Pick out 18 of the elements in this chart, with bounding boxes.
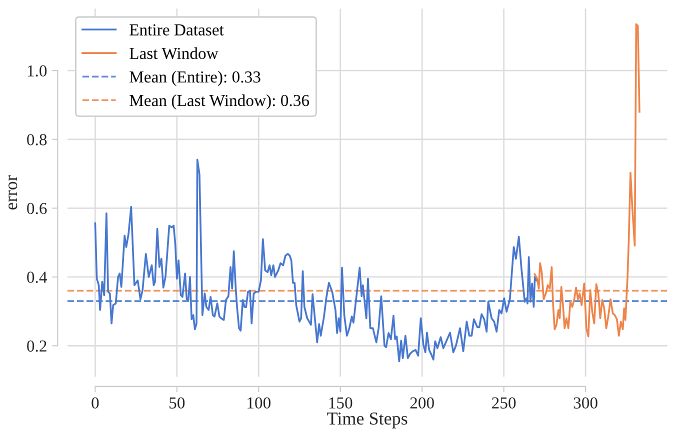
legend-label: Mean (Entire): 0.33 [130,70,260,86]
y-tick-label: 1.0 [28,65,47,77]
legend-label: Last Window [130,47,218,60]
y-tick-label: 0.6 [27,202,47,214]
legend-label: Entire Dataset [130,24,224,36]
y-tick-label: 0.4 [27,272,47,283]
x-tick-label: 50 [170,397,185,409]
x-tick-label: 150 [329,397,352,409]
x-tick-label: 100 [248,397,270,409]
x-tick-label: 300 [574,397,598,409]
legend-label: Mean (Last Window): 0.36 [130,94,310,110]
x-tick-label: 200 [410,397,434,409]
y-axis-title: error [8,175,18,210]
x-tick-label: 0 [92,397,99,409]
x-tick-label: 250 [492,397,516,409]
x-axis-title: Time Steps [327,412,408,428]
y-tick-label: 0.8 [27,134,47,146]
y-tick-label: 0.2 [27,340,46,352]
